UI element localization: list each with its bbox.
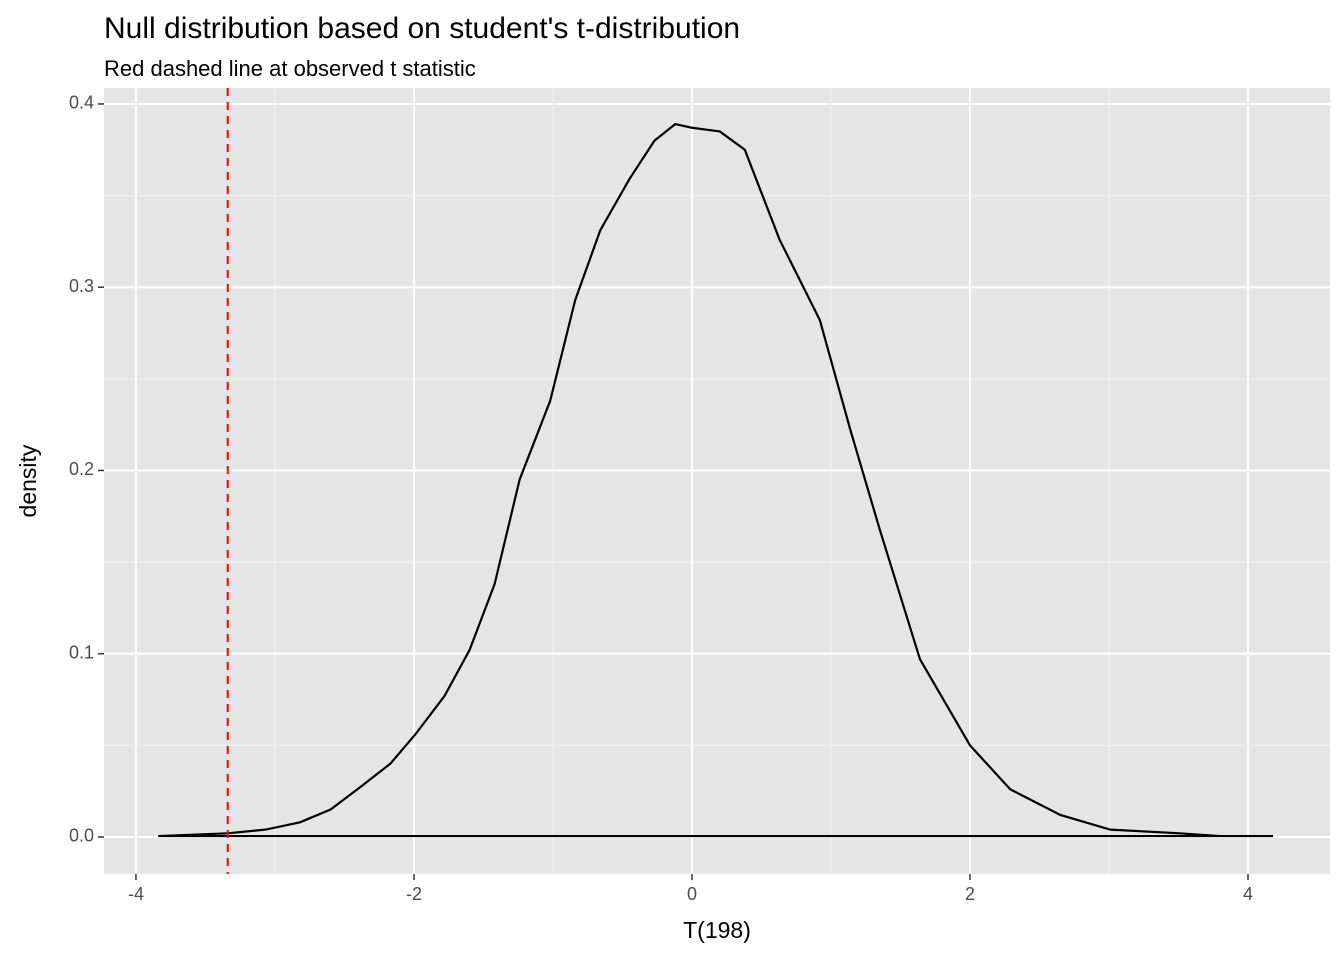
panel bbox=[104, 88, 1330, 874]
x-axis-title: T(198) bbox=[683, 917, 751, 943]
y-axis-title: density bbox=[15, 444, 41, 517]
y-tick-label: 0.2 bbox=[69, 459, 94, 479]
y-tick-label: 0.0 bbox=[69, 826, 94, 846]
x-tick-label: 0 bbox=[687, 884, 697, 904]
density-curve bbox=[158, 122, 1274, 838]
x-tick-label: 2 bbox=[965, 884, 975, 904]
x-tick-label: -2 bbox=[406, 884, 422, 904]
y-tick-label: 0.4 bbox=[69, 93, 94, 113]
x-tick-label: -4 bbox=[128, 884, 144, 904]
y-tick-label: 0.3 bbox=[69, 276, 94, 296]
chart-title: Null distribution based on student's t-d… bbox=[104, 12, 740, 45]
chart-subtitle: Red dashed line at observed t statistic bbox=[104, 56, 476, 81]
y-tick-label: 0.1 bbox=[69, 642, 94, 662]
x-tick-label: 4 bbox=[1243, 884, 1253, 904]
